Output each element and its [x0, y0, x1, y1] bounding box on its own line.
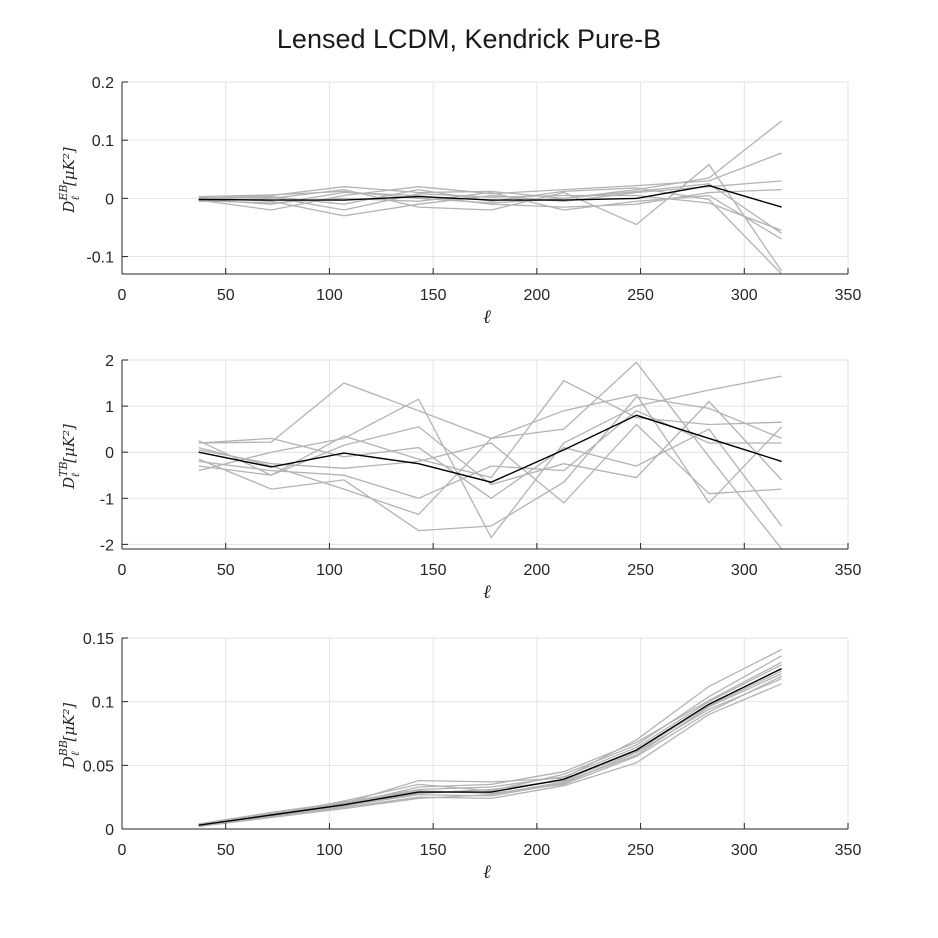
x-tick-label: 250: [627, 287, 654, 304]
realization-line-3: [198, 379, 782, 479]
x-tick-label: 200: [524, 842, 551, 859]
y-tick-label: 0: [105, 445, 114, 462]
mean-line: [198, 184, 782, 208]
y-tick-label: 0.05: [83, 758, 114, 775]
x-tick-label: 200: [524, 287, 551, 304]
y-tick-label: 0.1: [92, 133, 114, 150]
realization-line-1: [198, 361, 783, 550]
realization-line-6: [198, 673, 782, 828]
realization-line-4: [198, 396, 782, 532]
y-tick-label: 2: [105, 353, 114, 370]
realization-line-5: [198, 187, 783, 275]
figure-title: Lensed LCDM, Kendrick Pure-B: [276, 24, 662, 54]
panel-tb: 0 50 100 150 200 250 300 350 2 1 0 -1 -2 ℓ DTBℓ[μK²]: [57, 353, 861, 603]
x-tick-label: 350: [835, 287, 862, 304]
x-tick-label: 100: [316, 562, 343, 579]
x-tick-label: 0: [118, 287, 127, 304]
y-tick-label: -2: [100, 537, 114, 554]
realization-line-4: [198, 678, 782, 826]
realization-line-5: [198, 393, 783, 516]
realization-line-2: [198, 375, 782, 539]
y-axis-label: DTBℓ[μK²]: [57, 424, 82, 490]
mean-line: [198, 414, 782, 483]
x-tick-label: 0: [118, 842, 127, 859]
x-tick-label: 350: [835, 842, 862, 859]
realization-line-3: [198, 655, 782, 826]
y-tick-label: 1: [105, 399, 114, 416]
y-tick-label: 0.15: [83, 631, 114, 648]
x-tick-label: 350: [835, 562, 862, 579]
panel-bb: 0 50 100 150 200 250 300 350 0.15 0.1 0.05 0 ℓ DBBℓ[μ…: [57, 631, 861, 883]
realization-line-2: [198, 152, 782, 211]
x-axis-label: ℓ: [483, 581, 491, 603]
x-tick-label: 100: [316, 842, 343, 859]
realization-line-7: [198, 661, 782, 826]
x-tick-label: 300: [731, 562, 758, 579]
realization-line-8: [198, 191, 782, 240]
realization-line-9: [198, 675, 782, 826]
mean-line: [198, 667, 782, 826]
x-tick-label: 50: [217, 287, 235, 304]
x-tick-label: 150: [420, 842, 447, 859]
realization-line-2: [198, 683, 782, 828]
x-tick-label: 100: [316, 287, 343, 304]
x-tick-label: 0: [118, 562, 127, 579]
realization-line-7: [198, 423, 782, 504]
panel-eb: 0 50 100 150 200 250 300 350 0.2 0.1 0 -0.1 ℓ DEBℓ[μK…: [57, 75, 861, 328]
y-axis-label: DEBℓ[μK²]: [57, 147, 82, 214]
y-axis-label: DBBℓ[μK²]: [57, 703, 82, 770]
realization-line-4: [198, 163, 783, 272]
realization-line-9: [198, 183, 782, 234]
x-tick-label: 150: [420, 287, 447, 304]
x-tick-label: 200: [524, 562, 551, 579]
x-tick-label: 300: [731, 842, 758, 859]
y-tick-label: 0: [105, 191, 114, 208]
realization-line-1: [198, 120, 783, 200]
x-tick-label: 250: [627, 842, 654, 859]
realization-line-7: [198, 193, 782, 232]
x-tick-label: 250: [627, 562, 654, 579]
x-tick-label: 300: [731, 287, 758, 304]
realization-line-3: [198, 180, 782, 217]
y-tick-label: 0: [105, 822, 114, 839]
x-tick-label: 50: [217, 842, 235, 859]
realization-line-5: [198, 664, 782, 825]
realization-line-9: [198, 409, 782, 499]
x-axis-label: ℓ: [483, 861, 491, 883]
x-tick-label: 50: [217, 562, 235, 579]
y-tick-label: 0.1: [92, 695, 114, 712]
y-tick-label: -0.1: [86, 250, 114, 267]
realization-line-8: [198, 670, 782, 826]
x-tick-label: 150: [420, 562, 447, 579]
realization-line-8: [198, 428, 783, 527]
y-tick-label: -1: [100, 491, 114, 508]
x-axis-label: ℓ: [483, 306, 491, 328]
y-tick-label: 0.2: [92, 75, 114, 92]
